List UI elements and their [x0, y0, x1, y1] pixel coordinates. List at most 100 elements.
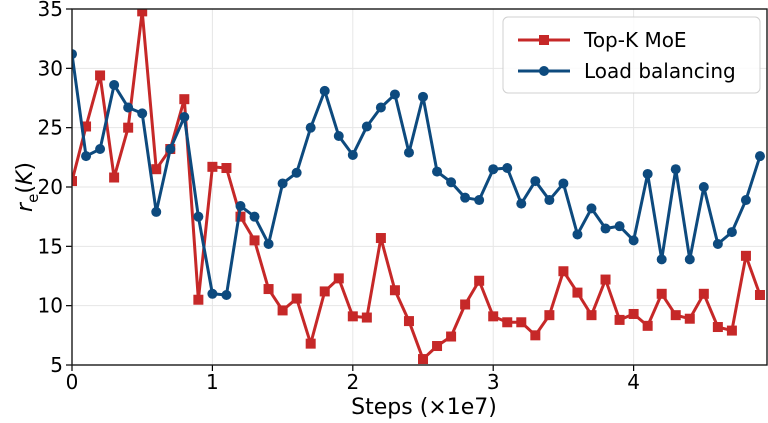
data-point [95, 144, 106, 155]
data-point [72, 176, 77, 187]
y-tick-label: 5 [50, 353, 63, 377]
data-point [249, 235, 260, 246]
plot-frame [71, 8, 768, 366]
tick-labels: 0 1 2 3 4 5 10 15 20 25 30 35 [38, 0, 640, 394]
data-point [179, 94, 190, 105]
data-point [628, 308, 639, 319]
data-point [586, 203, 597, 214]
data-point [684, 313, 695, 324]
data-point [642, 320, 653, 331]
y-axis-title-paren: ( [13, 185, 38, 194]
data-point [572, 229, 583, 240]
legend: Top-K MoE Load balancing [502, 16, 761, 94]
data-point [698, 182, 709, 192]
x-tick-label: 0 [66, 370, 79, 394]
data-point [418, 354, 429, 365]
data-point [375, 233, 386, 244]
data-point [432, 341, 443, 352]
data-point [361, 312, 372, 323]
data-point [137, 108, 148, 119]
series-line [72, 53, 762, 297]
data-point [361, 121, 372, 132]
data-point [277, 305, 288, 316]
data-point [403, 316, 414, 327]
data-point [221, 163, 232, 174]
data-point [81, 151, 92, 162]
data-point [291, 167, 302, 178]
data-point [670, 164, 681, 175]
data-point [81, 121, 92, 132]
data-point [502, 163, 513, 174]
data-point [249, 211, 260, 222]
data-point [656, 254, 667, 265]
data-point [684, 254, 695, 265]
data-point [291, 293, 302, 304]
data-point [530, 330, 541, 341]
data-point [614, 314, 625, 325]
data-point [123, 102, 134, 113]
data-point [642, 168, 653, 179]
data-point [333, 273, 344, 284]
data-point [740, 195, 751, 206]
data-point [235, 211, 246, 222]
series-2 [72, 49, 765, 300]
data-point [151, 164, 162, 175]
data-point [614, 221, 625, 232]
data-point [109, 79, 120, 90]
x-tick-label: 4 [627, 370, 640, 394]
data-point [586, 310, 597, 321]
axes [66, 8, 768, 371]
data-point [72, 49, 77, 60]
data-point [305, 338, 316, 349]
data-point [460, 192, 471, 203]
y-tick-label: 35 [38, 0, 63, 21]
data-point [712, 238, 723, 249]
legend-box [502, 16, 761, 94]
data-point [263, 238, 274, 249]
data-point [221, 289, 232, 300]
data-point [151, 206, 162, 217]
data-point [333, 130, 344, 141]
data-point [600, 223, 611, 234]
series-1 [72, 9, 765, 365]
legend-label: Top-K MoE [583, 28, 687, 52]
data-point [319, 286, 330, 297]
legend-entry: Load balancing [518, 59, 736, 83]
legend-label: Load balancing [584, 59, 736, 83]
y-tick-label: 25 [38, 116, 63, 140]
data-point [474, 275, 485, 286]
y-tick-label: 20 [38, 175, 63, 199]
data-point [193, 211, 204, 222]
data-point [347, 311, 358, 322]
x-axis-title: Steps (×1e7) [351, 395, 497, 420]
data-point [389, 285, 400, 296]
data-point [670, 310, 681, 321]
data-point [544, 195, 555, 206]
data-point [347, 149, 358, 160]
data-point [446, 177, 457, 188]
data-point [726, 325, 737, 336]
data-point [558, 178, 569, 189]
data-point [754, 151, 765, 162]
data-point [193, 294, 204, 305]
data-point [109, 172, 120, 183]
y-axis-title: re(K) [13, 162, 42, 212]
y-axis-title-sub: e [24, 194, 42, 203]
data-point [698, 288, 709, 299]
data-point [488, 311, 499, 322]
data-point [628, 235, 639, 246]
svg-text:re(K): re(K) [13, 162, 42, 212]
x-tick-label: 1 [206, 370, 219, 394]
data-point [319, 85, 330, 96]
data-point [600, 274, 611, 285]
data-point [488, 164, 499, 175]
data-point [137, 9, 148, 17]
data-point [305, 122, 316, 133]
data-point [474, 195, 485, 206]
data-point [432, 166, 443, 177]
data-point [502, 317, 513, 328]
data-point [95, 70, 106, 81]
data-point [277, 178, 288, 189]
data-point [726, 227, 737, 238]
